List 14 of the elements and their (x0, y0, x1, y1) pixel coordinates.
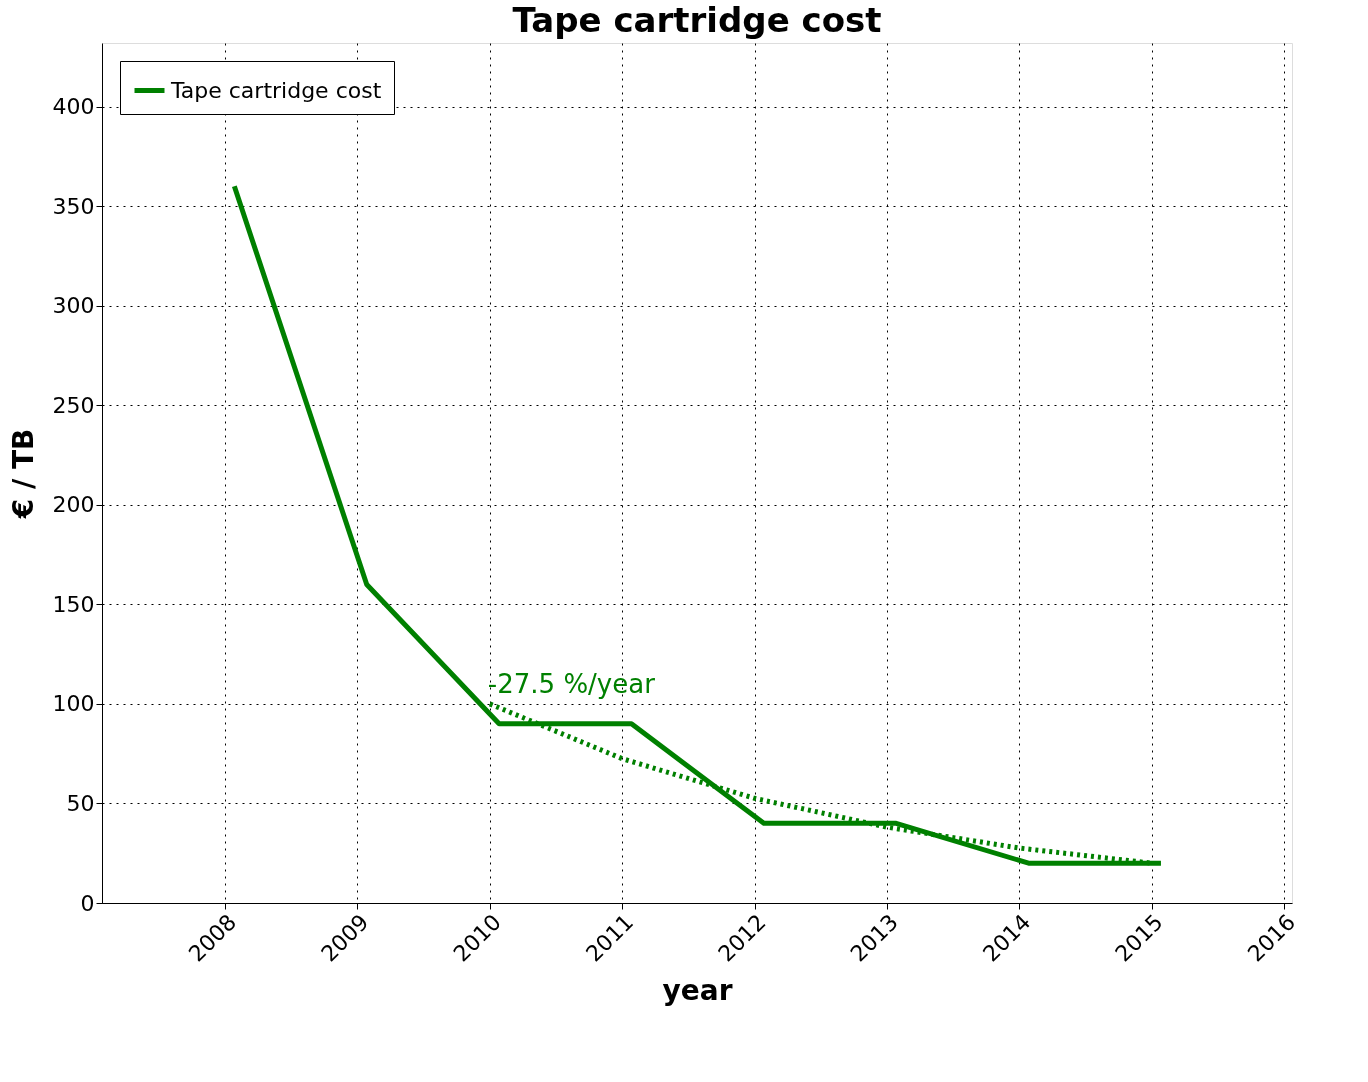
y-tick-label: 250 (52, 392, 95, 418)
y-tick-label: 150 (52, 591, 95, 617)
legend-label: Tape cartridge cost (170, 77, 382, 103)
y-tick-label: 100 (52, 691, 95, 717)
y-tick-label: 300 (52, 293, 95, 319)
y-axis-title: € / TB (6, 428, 40, 520)
chart-title: Tape cartridge cost (512, 0, 882, 40)
y-tick-label: 50 (66, 790, 95, 816)
y-tick-label: 400 (52, 94, 95, 120)
annotation: -27.5 %/year (487, 668, 656, 699)
y-tick-label: 0 (80, 890, 95, 916)
y-tick-label: 350 (52, 193, 95, 219)
y-tick-label: 200 (52, 492, 95, 518)
x-axis-title: year (662, 973, 733, 1007)
